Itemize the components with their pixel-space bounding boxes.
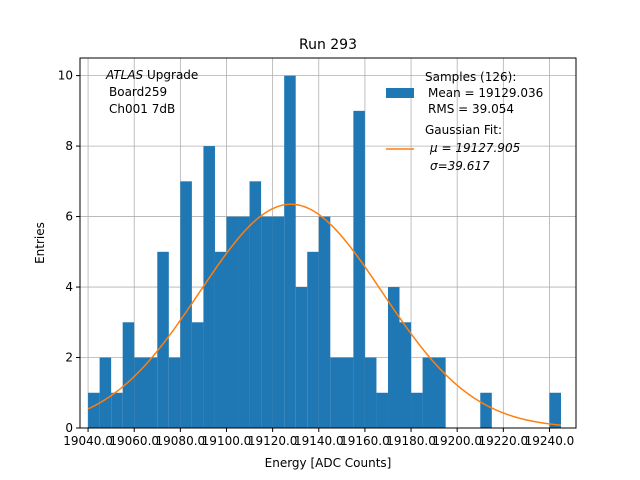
histogram-bar bbox=[480, 392, 492, 428]
x-tick-label: 19160.0 bbox=[340, 434, 390, 448]
y-tick-label: 10 bbox=[58, 69, 73, 83]
histogram-bar bbox=[191, 322, 204, 428]
chart-title: Run 293 bbox=[299, 37, 357, 53]
y-axis-ticks: 0 2 4 6 8 10 bbox=[58, 69, 80, 435]
annotation-line-3: Ch001 7dB bbox=[109, 102, 175, 116]
histogram-bar bbox=[318, 216, 331, 428]
histogram-bar bbox=[134, 357, 158, 428]
legend-samples-swatch bbox=[386, 88, 414, 98]
x-tick-label: 19080.0 bbox=[156, 434, 206, 448]
x-tick-label: 19100.0 bbox=[202, 434, 252, 448]
legend-samples-rms: RMS = 39.054 bbox=[428, 102, 514, 116]
histogram-bar bbox=[411, 392, 423, 428]
histogram-bar bbox=[111, 392, 123, 428]
y-tick-label: 4 bbox=[65, 280, 73, 294]
x-tick-label: 19240.0 bbox=[525, 434, 575, 448]
histogram-bar bbox=[157, 251, 169, 428]
histogram-bar bbox=[238, 216, 250, 428]
histogram-bar bbox=[180, 181, 192, 428]
histogram-bar bbox=[168, 357, 181, 428]
legend-samples-mean: Mean = 19129.036 bbox=[428, 86, 543, 100]
legend-samples-title: Samples (126): bbox=[425, 70, 516, 84]
histogram-bar bbox=[353, 110, 365, 428]
histogram-bar bbox=[99, 357, 112, 428]
histogram-bars bbox=[88, 75, 562, 428]
legend: Samples (126): Mean = 19129.036 RMS = 39… bbox=[386, 70, 543, 173]
x-tick-label: 19040.0 bbox=[63, 434, 113, 448]
histogram-bar bbox=[295, 287, 308, 428]
x-tick-label: 19220.0 bbox=[479, 434, 529, 448]
annotation-line-1: ATLAS Upgrade bbox=[105, 68, 198, 82]
histogram-bar bbox=[226, 216, 239, 428]
histogram-bar bbox=[261, 216, 273, 428]
histogram-bar bbox=[307, 251, 319, 428]
histogram-bar bbox=[214, 251, 227, 428]
histogram-bar bbox=[284, 75, 296, 428]
histogram-bar bbox=[249, 181, 262, 428]
x-tick-label: 19120.0 bbox=[248, 434, 298, 448]
x-axis-ticks: 19040.019060.019080.019100.019120.019140… bbox=[63, 428, 574, 448]
y-tick-label: 8 bbox=[65, 139, 73, 153]
y-tick-label: 0 bbox=[65, 421, 73, 435]
histogram-bar bbox=[376, 392, 388, 428]
y-axis-label: Entries bbox=[33, 222, 47, 264]
legend-fit-mu: μ = 19127.905 bbox=[429, 141, 520, 155]
histogram-bar bbox=[364, 357, 377, 428]
x-tick-label: 19200.0 bbox=[432, 434, 482, 448]
legend-fit-sigma: σ=39.617 bbox=[430, 159, 490, 173]
histogram-bar bbox=[330, 357, 354, 428]
x-axis-label: Energy [ADC Counts] bbox=[265, 456, 392, 470]
histogram-bar bbox=[422, 357, 446, 428]
y-tick-label: 2 bbox=[65, 351, 73, 365]
histogram-bar bbox=[203, 146, 215, 428]
legend-fit-title: Gaussian Fit: bbox=[425, 123, 502, 137]
annotation-line-2: Board259 bbox=[109, 85, 167, 99]
x-tick-label: 19180.0 bbox=[386, 434, 436, 448]
plot-frame bbox=[79, 57, 577, 429]
annotation-box: ATLAS Upgrade Board259 Ch001 7dB bbox=[105, 68, 198, 116]
y-tick-label: 6 bbox=[65, 210, 73, 224]
histogram-bar bbox=[88, 392, 100, 428]
x-tick-label: 19140.0 bbox=[294, 434, 344, 448]
x-tick-label: 19060.0 bbox=[109, 434, 159, 448]
histogram-bar bbox=[387, 287, 400, 428]
histogram-bar bbox=[399, 322, 412, 428]
histogram-bar bbox=[549, 392, 562, 428]
gaussian-fit-curve bbox=[87, 203, 562, 426]
histogram-bar bbox=[272, 216, 285, 428]
histogram-bar bbox=[122, 322, 135, 428]
